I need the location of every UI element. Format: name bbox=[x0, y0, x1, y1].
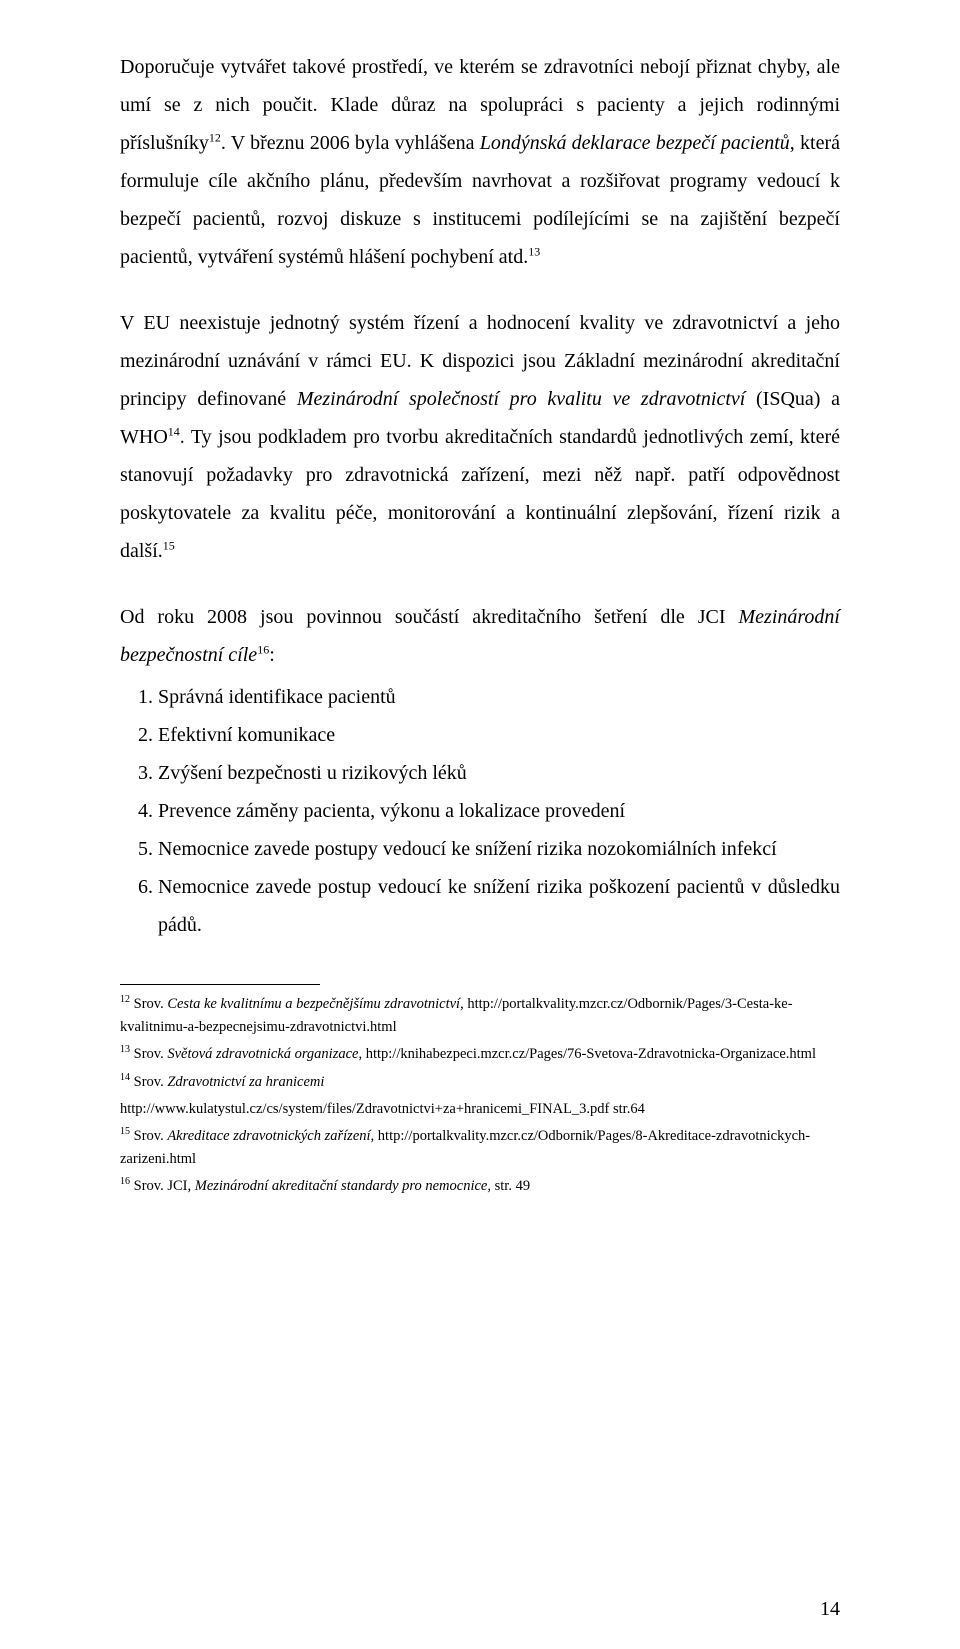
footnote-12: 12 Srov. Cesta ke kvalitnímu a bezpečněj… bbox=[120, 993, 840, 1039]
page-number: 14 bbox=[820, 1598, 840, 1621]
footnote-text: Srov. bbox=[130, 1074, 167, 1090]
footnote-number: 13 bbox=[120, 1045, 130, 1056]
list-item: Nemocnice zavede postupy vedoucí ke sníž… bbox=[158, 830, 840, 868]
footnote-16: 16 Srov. JCI, Mezinárodní akreditační st… bbox=[120, 1175, 840, 1198]
italic-text: Mezinárodní společností pro kvalitu ve z… bbox=[297, 388, 745, 410]
footnote-ref-15: 15 bbox=[163, 538, 175, 552]
document-page: Doporučuje vytvářet takové prostředí, ve… bbox=[0, 0, 960, 1649]
list-item: Správná identifikace pacientů bbox=[158, 678, 840, 716]
footnote-number: 16 bbox=[120, 1176, 130, 1187]
text-segment: . V březnu 2006 byla vyhlášena bbox=[221, 132, 480, 154]
footnote-italic: Cesta ke kvalitnímu a bezpečnějšímu zdra… bbox=[167, 996, 460, 1012]
footnote-ref-16: 16 bbox=[257, 642, 269, 656]
paragraph-3: Od roku 2008 jsou povinnou součástí akre… bbox=[120, 598, 840, 674]
footnote-number: 14 bbox=[120, 1072, 130, 1083]
footnote-italic: Mezinárodní akreditační standardy pro ne… bbox=[195, 1178, 491, 1194]
footnotes-separator bbox=[120, 984, 320, 985]
footnote-14-continued: http://www.kulatystul.cz/cs/system/files… bbox=[120, 1098, 840, 1121]
footnote-number: 15 bbox=[120, 1126, 130, 1137]
list-item: Prevence záměny pacienta, výkonu a lokal… bbox=[158, 792, 840, 830]
footnote-text: Srov. bbox=[130, 996, 167, 1012]
footnote-13: 13 Srov. Světová zdravotnická organizace… bbox=[120, 1043, 840, 1066]
footnote-ref-13: 13 bbox=[528, 244, 540, 258]
list-item: Nemocnice zavede postup vedoucí ke sníže… bbox=[158, 868, 840, 944]
list-item: Efektivní komunikace bbox=[158, 716, 840, 754]
text-segment: : bbox=[269, 644, 275, 666]
footnote-15: 15 Srov. Akreditace zdravotnických zaříz… bbox=[120, 1125, 840, 1171]
paragraph-2: V EU neexistuje jednotný systém řízení a… bbox=[120, 304, 840, 570]
footnote-ref-14: 14 bbox=[168, 424, 180, 438]
footnote-text: http://www.kulatystul.cz/cs/system/files… bbox=[120, 1101, 645, 1117]
italic-text: Londýnská deklarace bezpečí pacientů bbox=[480, 132, 790, 154]
footnote-text: , http://knihabezpeci.mzcr.cz/Pages/76-S… bbox=[358, 1046, 816, 1062]
footnote-text: str. 49 bbox=[491, 1178, 530, 1194]
footnote-14: 14 Srov. Zdravotnictví za hranicemi bbox=[120, 1071, 840, 1094]
footnote-italic: Akreditace zdravotnických zařízení bbox=[167, 1128, 370, 1144]
footnote-text: Srov. JCI, bbox=[130, 1178, 195, 1194]
footnote-italic: Světová zdravotnická organizace bbox=[167, 1046, 358, 1062]
text-segment: Od roku 2008 jsou povinnou součástí akre… bbox=[120, 606, 739, 628]
footnote-text: Srov. bbox=[130, 1128, 167, 1144]
footnote-number: 12 bbox=[120, 994, 130, 1005]
text-segment: . Ty jsou podkladem pro tvorbu akreditač… bbox=[120, 426, 840, 562]
footnote-text: Srov. bbox=[130, 1046, 167, 1062]
list-item: Zvýšení bezpečnosti u rizikových léků bbox=[158, 754, 840, 792]
numbered-list: Správná identifikace pacientů Efektivní … bbox=[120, 678, 840, 944]
paragraph-1: Doporučuje vytvářet takové prostředí, ve… bbox=[120, 48, 840, 276]
footnote-ref-12: 12 bbox=[209, 130, 221, 144]
footnote-italic: Zdravotnictví za hranicemi bbox=[167, 1074, 324, 1090]
